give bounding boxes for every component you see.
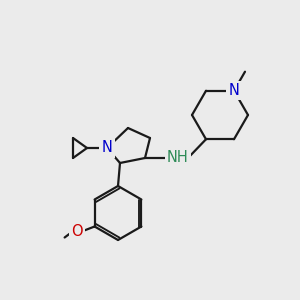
- Text: NH: NH: [167, 151, 189, 166]
- Text: N: N: [229, 83, 239, 98]
- Text: O: O: [71, 224, 82, 239]
- Text: N: N: [102, 140, 112, 155]
